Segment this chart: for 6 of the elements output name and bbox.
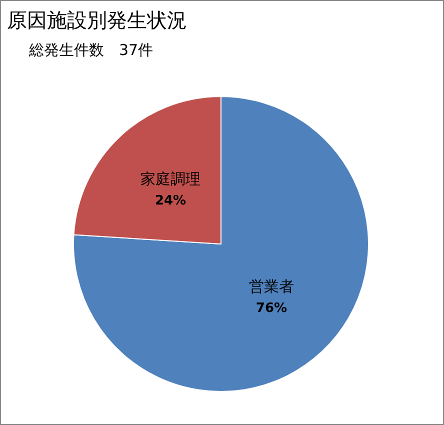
slice-label: 家庭調理	[140, 170, 201, 188]
data-label: 24%	[154, 194, 186, 209]
data-label: 76%	[256, 301, 288, 316]
slice-label: 営業者	[248, 278, 294, 296]
chart-title: 原因施設別発生状況	[7, 7, 187, 34]
chart-subtitle: 総発生件数 37件	[29, 41, 154, 60]
